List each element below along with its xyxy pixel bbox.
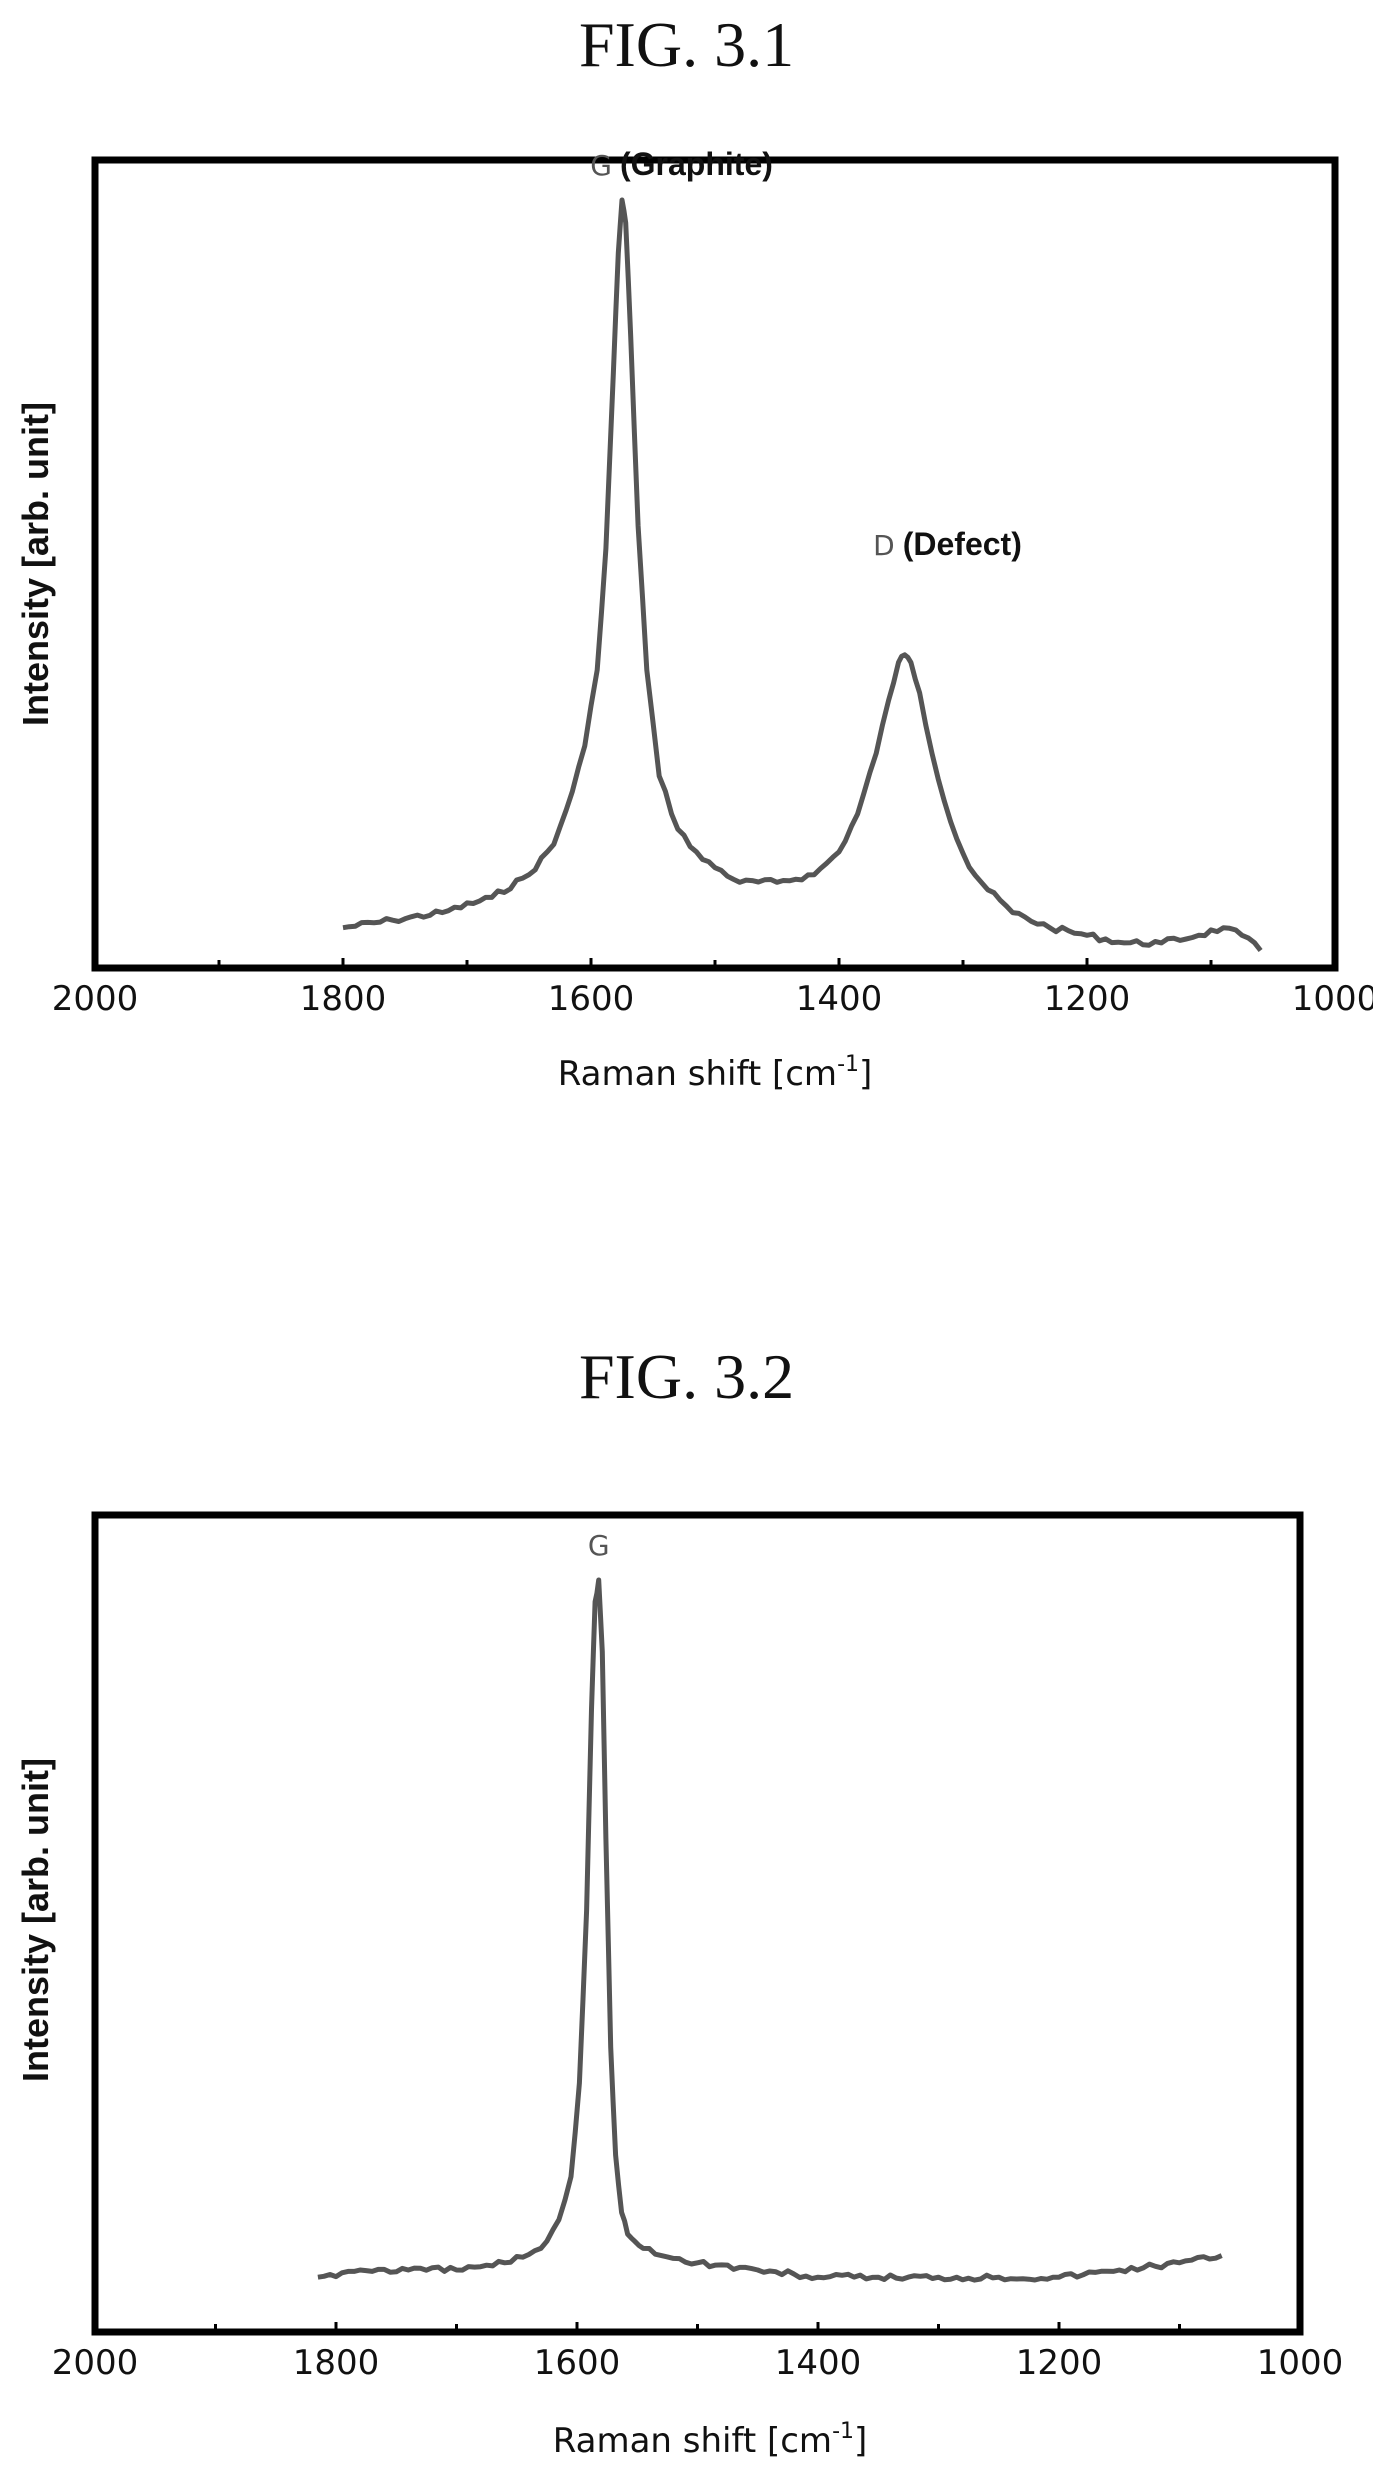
x-axis-label-main: Raman shift [cm <box>558 1054 837 1094</box>
y-axis-label: Intensity [arb. unit] <box>15 402 56 726</box>
figure-title-1: FIG. 3.1 <box>578 9 795 80</box>
peak-letter: D <box>873 529 895 562</box>
spectrum-line <box>342 197 1263 953</box>
x-tick-label: 1000 <box>1292 979 1373 1019</box>
peak-letter: G <box>590 149 612 182</box>
x-axis-tick-labels: 2000 1800 1600 1400 1200 1000 <box>52 2343 1344 2383</box>
x-axis-tick-labels: 2000 1800 1600 1400 1200 1000 <box>52 979 1373 1019</box>
raman-chart-1: 2000 1800 1600 1400 1200 1000 Intensity [arb.… <box>15 146 1373 1094</box>
x-tick-label: 1400 <box>775 2343 862 2383</box>
peak-name: (Defect) <box>903 526 1022 562</box>
spectrum-line <box>317 1577 1223 2283</box>
x-tick-label: 1200 <box>1044 979 1131 1019</box>
x-tick-label: 1600 <box>534 2343 621 2383</box>
x-tick-label: 1400 <box>796 979 883 1019</box>
x-tick-label: 1800 <box>300 979 387 1019</box>
x-tick-label: 2000 <box>52 979 139 1019</box>
x-axis-label: Raman shift [cm-1] <box>558 1052 873 1094</box>
x-tick-label: 1800 <box>293 2343 380 2383</box>
x-axis-label: Raman shift [cm-1] <box>553 2419 868 2461</box>
x-tick-label: 1200 <box>1016 2343 1103 2383</box>
x-axis-label-main: Raman shift [cm <box>553 2421 832 2461</box>
x-axis-ticks <box>93 2322 1302 2332</box>
raman-chart-2: 2000 1800 1600 1400 1200 1000 Intensity [arb.… <box>15 1511 1344 2461</box>
x-tick-label: 1600 <box>548 979 635 1019</box>
x-axis-label-end: ] <box>859 1054 872 1094</box>
figure-title-2: FIG. 3.2 <box>578 1341 795 1412</box>
peak-name: (Graphite) <box>620 146 773 182</box>
plot-frame <box>91 1511 1304 2336</box>
x-tick-label: 1000 <box>1257 2343 1344 2383</box>
plot-frame <box>91 156 1339 972</box>
peak-annotations: G <box>588 1529 610 1562</box>
x-axis-label-sup: -1 <box>837 1052 859 1077</box>
peak-annotations: G (Graphite) D (Defect) <box>590 146 1022 562</box>
y-axis-label: Intensity [arb. unit] <box>15 1758 56 2082</box>
peak-letter: G <box>588 1529 610 1562</box>
x-tick-label: 2000 <box>52 2343 139 2383</box>
x-axis-label-sup: -1 <box>832 2419 854 2444</box>
x-axis-label-end: ] <box>854 2421 867 2461</box>
x-axis-ticks <box>93 958 1337 968</box>
